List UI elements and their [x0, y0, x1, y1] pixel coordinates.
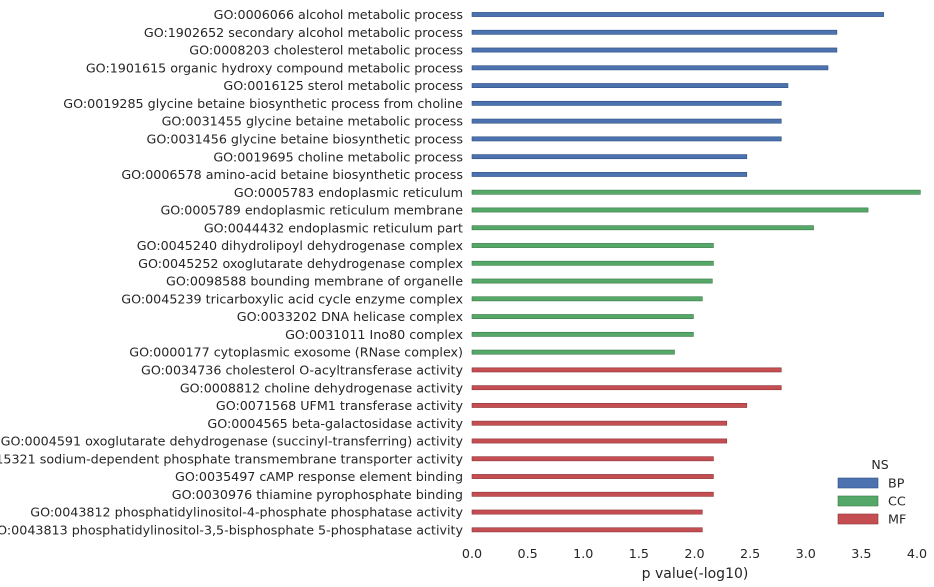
- y-tick-label: GO:0004591 oxoglutarate dehydrogenase (s…: [1, 434, 464, 449]
- y-tick-label: GO:0030976 thiamine pyrophosphate bindin…: [172, 487, 463, 502]
- y-tick-label: GO:0044432 endoplasmic reticulum part: [204, 220, 463, 235]
- bar-6: [471, 100, 782, 106]
- bar-5: [471, 83, 789, 88]
- bar-27: [471, 474, 714, 479]
- bar-28: [471, 491, 714, 497]
- y-tick-label: GO:0033202 DNA helicase complex: [237, 309, 464, 324]
- legend-label-mf: MF: [888, 512, 906, 527]
- y-tick-label: GO:0008203 cholesterol metabolic process: [189, 43, 463, 58]
- y-tick-label: GO:0043813 phosphatidylinositol-3,5-bisp…: [0, 522, 463, 537]
- y-tick-label: GO:0006066 alcohol metabolic process: [214, 7, 463, 22]
- bar-29: [471, 509, 703, 515]
- legend-swatch-mf: [837, 513, 879, 525]
- x-tick-label: 2.0: [684, 546, 704, 561]
- bar-24: [471, 420, 728, 426]
- legend-label-cc: CC: [888, 494, 906, 509]
- bar-16: [471, 278, 713, 284]
- bar-7: [471, 118, 782, 124]
- y-tick-label: GO:0043812 phosphatidylinositol-4-phosph…: [30, 505, 463, 520]
- bar-15: [471, 260, 714, 266]
- y-tick-label: GO:0019285 glycine betaine biosynthetic …: [63, 96, 463, 111]
- bar-26: [471, 456, 714, 462]
- y-tick-label: GO:1901615 organic hydroxy compound meta…: [86, 60, 463, 75]
- y-tick-label: GO:0005789 endoplasmic reticulum membran…: [160, 203, 463, 218]
- y-tick-label: GO:0031011 Ino80 complex: [285, 327, 463, 342]
- bar-20: [471, 349, 675, 355]
- bar-21: [471, 367, 782, 373]
- bar-12: [471, 207, 869, 213]
- y-tick-label: GO:0045239 tricarboxylic acid cycle enzy…: [121, 291, 463, 306]
- y-tick-label: GO:1902652 secondary alcohol metabolic p…: [144, 25, 463, 40]
- x-tick-label: 0.0: [462, 546, 482, 561]
- bar-14: [471, 243, 714, 248]
- x-tick-label: 0.5: [518, 546, 538, 561]
- x-tick-label: 2.5: [740, 546, 760, 561]
- x-tick-labels: 0.0 0.5 1.0 1.5 2.0 2.5 3.0 3.5 4.0: [462, 546, 927, 561]
- bar-9: [471, 154, 748, 160]
- bar-13: [471, 225, 814, 231]
- legend-label-bp: BP: [888, 476, 905, 491]
- bar-18: [471, 314, 694, 319]
- bar-25: [471, 438, 728, 444]
- y-tick-label: GO:0016125 sterol metabolic process: [223, 78, 463, 93]
- y-tick-label: GO:0019695 choline metabolic process: [213, 149, 463, 164]
- x-tick-label: 1.0: [573, 546, 593, 561]
- bar-10: [471, 172, 748, 177]
- y-tick-label: GO:0031456 glycine betaine biosynthetic …: [147, 131, 463, 146]
- legend: NS BP CC MF: [837, 457, 906, 527]
- bar-1: [471, 12, 884, 17]
- y-tick-label: GO:0071568 UFM1 transferase activity: [216, 398, 464, 413]
- bar-3: [471, 47, 838, 53]
- y-tick-label: GO:0034736 cholesterol O-acyltransferase…: [141, 363, 463, 378]
- x-tick-label: 3.5: [851, 546, 871, 561]
- y-tick-labels: GO:0006066 alcohol metabolic process GO:1…: [0, 7, 463, 537]
- y-tick-label: GO:0035497 cAMP response element binding: [175, 469, 463, 484]
- bar-30: [471, 527, 703, 533]
- bar-8: [471, 136, 782, 142]
- bar-23: [471, 403, 748, 408]
- bar-19: [471, 331, 694, 337]
- bar-2: [471, 29, 838, 35]
- x-tick-label: 4.0: [907, 546, 927, 561]
- legend-swatch-cc: [837, 495, 879, 507]
- y-tick-label: GO:0031455 glycine betaine metabolic pro…: [162, 114, 463, 129]
- legend-title: NS: [871, 457, 888, 472]
- bar-4: [471, 65, 829, 71]
- y-tick-label: GO:0000177 cytoplasmic exosome (RNase co…: [129, 345, 463, 360]
- y-tick-label: GO:0004565 beta-galactosidase activity: [207, 416, 463, 431]
- bars-group: [471, 12, 921, 533]
- x-tick-label: 1.5: [629, 546, 649, 561]
- y-tick-label: GO:0045252 oxoglutarate dehydrogenase co…: [138, 256, 463, 271]
- y-tick-label: GO:0005783 endoplasmic reticulum: [234, 185, 463, 200]
- y-tick-label: GO:0008812 choline dehydrogenase activit…: [180, 380, 464, 395]
- x-axis-label: p value(-log10): [642, 566, 749, 582]
- y-tick-label: GO:0045240 dihydrolipoyl dehydrogenase c…: [137, 238, 464, 253]
- bar-17: [471, 296, 703, 302]
- bar-22: [471, 385, 782, 391]
- y-tick-label: GO:0098588 bounding membrane of organell…: [166, 274, 463, 289]
- legend-swatch-bp: [837, 477, 879, 489]
- y-tick-label: GO:0015321 sodium-dependent phosphate tr…: [0, 451, 463, 466]
- bar-11: [471, 189, 921, 195]
- y-tick-label: GO:0006578 amino-acid betaine biosynthet…: [121, 167, 463, 182]
- x-tick-label: 3.0: [796, 546, 816, 561]
